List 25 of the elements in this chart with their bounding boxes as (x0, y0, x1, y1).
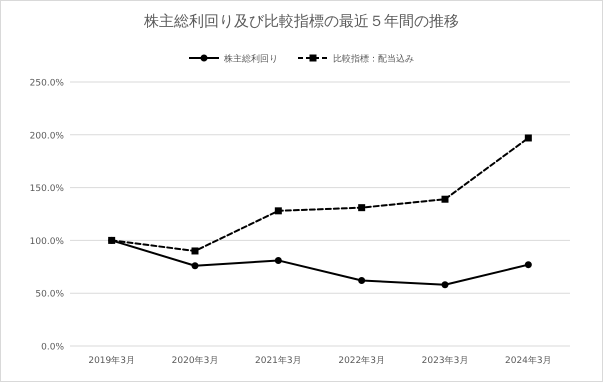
point (192, 247, 198, 254)
legend-label: 比較指標：配当込み (333, 54, 414, 64)
y-tick-label: 250.0% (30, 78, 64, 88)
y-tick-label: 50.0% (35, 290, 64, 300)
point (192, 262, 198, 270)
x-tick-label: 2024年3月 (505, 355, 552, 366)
point (442, 281, 448, 288)
point (274, 207, 282, 214)
point (442, 196, 448, 203)
point (524, 134, 532, 142)
y-tick-label: 0.0% (41, 342, 64, 352)
legend-label: 株主総利回り (223, 54, 278, 64)
chart-title: 株主総利回り及び比較指標の最近５年間の推移 (143, 12, 459, 30)
x-tick-label: 2019年3月 (88, 355, 135, 366)
y-tick-label: 100.0% (30, 236, 64, 247)
point (358, 277, 366, 284)
x-tick-label: 2022年3月 (338, 355, 385, 366)
point (524, 261, 532, 268)
y-tick-label: 200.0% (30, 131, 64, 142)
x-tick-label: 2020年3月 (172, 355, 218, 366)
point (274, 256, 282, 264)
x-tick-label: 2021年3月 (255, 355, 302, 366)
x-tick-label: 2023年3月 (422, 355, 468, 366)
y-tick-label: 150.0% (30, 184, 64, 194)
point (358, 204, 366, 212)
